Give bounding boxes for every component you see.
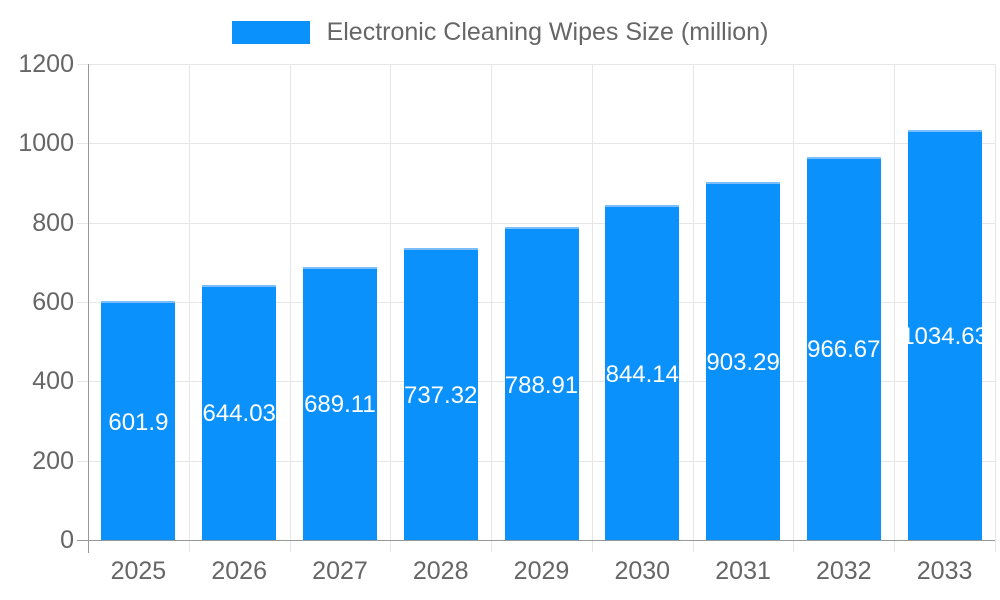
bar-2027: 689.11 bbox=[302, 266, 377, 540]
bar-value-label: 1034.63 bbox=[908, 322, 982, 350]
x-axis-tick-label: 2031 bbox=[715, 557, 771, 585]
bar-value-label: 788.91 bbox=[504, 371, 579, 399]
gridline-vertical bbox=[290, 64, 291, 540]
x-axis-tick-label: 2025 bbox=[110, 557, 167, 585]
y-axis-tick-label: 200 bbox=[32, 447, 74, 475]
x-axis-tick-label: 2030 bbox=[614, 557, 671, 585]
x-axis-tick bbox=[491, 540, 492, 552]
x-axis-tick bbox=[592, 540, 593, 552]
gridline-horizontal bbox=[88, 143, 995, 144]
x-axis-tick bbox=[693, 540, 694, 552]
gridline-vertical bbox=[189, 64, 190, 540]
x-axis-tick bbox=[995, 540, 996, 552]
bar-2031: 903.29 bbox=[706, 181, 781, 540]
y-axis-line bbox=[88, 64, 89, 553]
legend-item[interactable]: Electronic Cleaning Wipes Size (million) bbox=[0, 17, 1000, 47]
y-axis-tick-label: 400 bbox=[32, 367, 74, 395]
x-axis-tick bbox=[189, 540, 190, 552]
bar-2025: 601.9 bbox=[101, 301, 176, 540]
bar-2030: 844.14 bbox=[605, 205, 680, 540]
y-axis-tick bbox=[77, 302, 88, 303]
gridline-vertical bbox=[491, 64, 492, 540]
x-axis-tick-label: 2026 bbox=[211, 557, 267, 585]
gridline-vertical bbox=[592, 64, 593, 540]
y-axis-tick-label: 0 bbox=[60, 526, 74, 554]
y-axis-tick-label: 600 bbox=[32, 288, 74, 316]
bar-2026: 644.03 bbox=[202, 284, 277, 540]
bar-2029: 788.91 bbox=[504, 227, 579, 540]
bar-2033: 1034.63 bbox=[907, 129, 982, 540]
bar-value-label: 966.67 bbox=[807, 336, 881, 364]
x-axis-tick-label: 2032 bbox=[815, 557, 872, 585]
bar-value-label: 737.32 bbox=[403, 381, 478, 409]
gridline-vertical bbox=[995, 64, 996, 540]
x-axis-baseline bbox=[77, 540, 995, 541]
x-axis-tick bbox=[390, 540, 391, 552]
x-axis-tick-label: 2033 bbox=[916, 557, 973, 585]
bar-value-label: 644.03 bbox=[202, 400, 276, 428]
gridline-vertical bbox=[693, 64, 694, 540]
bar-value-label: 601.9 bbox=[108, 408, 169, 436]
x-axis-tick bbox=[894, 540, 895, 552]
y-axis-tick bbox=[77, 223, 88, 224]
y-axis-tick-label: 1000 bbox=[18, 129, 74, 157]
y-axis-tick bbox=[77, 64, 88, 65]
x-axis-tick-label: 2027 bbox=[312, 557, 368, 585]
bar-value-label: 689.11 bbox=[304, 391, 376, 419]
y-axis-tick bbox=[77, 381, 88, 382]
bar-2032: 966.67 bbox=[806, 156, 881, 540]
x-axis-tick-label: 2028 bbox=[412, 557, 469, 585]
x-axis-tick-label: 2029 bbox=[513, 557, 570, 585]
gridline-vertical bbox=[390, 64, 391, 540]
gridline-horizontal bbox=[88, 64, 995, 65]
bar-value-label: 844.14 bbox=[605, 360, 679, 388]
legend-label: Electronic Cleaning Wipes Size (million) bbox=[326, 17, 769, 46]
y-axis-tick bbox=[77, 143, 88, 144]
x-axis-tick bbox=[290, 540, 291, 552]
gridline-vertical bbox=[894, 64, 895, 540]
y-axis-tick bbox=[77, 461, 88, 462]
gridline-horizontal bbox=[88, 223, 995, 224]
bar-value-label: 903.29 bbox=[706, 348, 780, 376]
y-axis-tick-label: 1200 bbox=[18, 50, 74, 78]
x-axis-tick bbox=[793, 540, 794, 552]
legend-swatch bbox=[231, 20, 310, 44]
y-axis-tick-label: 800 bbox=[32, 209, 74, 237]
gridline-vertical bbox=[793, 64, 794, 540]
bar-2028: 737.32 bbox=[403, 247, 478, 540]
